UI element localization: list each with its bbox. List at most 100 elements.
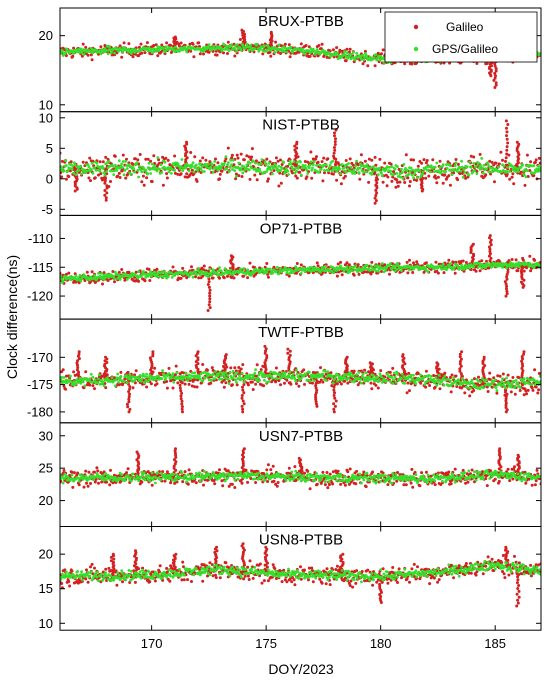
gps-galileo-point xyxy=(361,53,365,57)
gps-galileo-point xyxy=(388,169,392,173)
galileo-point xyxy=(86,53,90,57)
galileo-point xyxy=(209,381,213,385)
gps-galileo-point xyxy=(79,279,83,283)
gps-galileo-point xyxy=(222,162,226,166)
galileo-point xyxy=(303,382,306,386)
galileo-point xyxy=(153,162,157,165)
gps-galileo-point xyxy=(345,51,349,54)
galileo-point xyxy=(356,263,360,267)
galileo-point xyxy=(435,361,439,365)
galileo-point xyxy=(60,175,64,179)
galileo-point xyxy=(193,385,197,389)
galileo-point xyxy=(376,386,380,390)
galileo-point xyxy=(373,201,377,205)
galileo-point xyxy=(464,261,468,264)
galileo-point xyxy=(521,383,525,387)
gps-galileo-point xyxy=(277,272,281,276)
galileo-point xyxy=(173,171,177,175)
galileo-point xyxy=(324,372,328,376)
gps-galileo-point xyxy=(354,164,358,168)
gps-galileo-point xyxy=(102,384,106,388)
gps-galileo-point xyxy=(191,275,195,279)
gps-galileo-point xyxy=(453,164,457,168)
gps-galileo-point xyxy=(294,166,298,170)
gps-galileo-point xyxy=(154,166,158,170)
galileo-point xyxy=(499,150,503,154)
gps-galileo-point xyxy=(369,166,373,170)
galileo-point xyxy=(343,174,347,178)
gps-galileo-point xyxy=(379,54,383,58)
gps-galileo-point xyxy=(263,170,266,174)
galileo-point xyxy=(133,157,137,161)
galileo-point xyxy=(447,174,451,178)
galileo-point xyxy=(226,52,229,55)
gps-galileo-point xyxy=(120,162,124,166)
gps-galileo-point xyxy=(74,382,78,386)
galileo-point xyxy=(442,271,446,275)
gps-galileo-point xyxy=(481,171,485,175)
gps-galileo-point xyxy=(317,170,321,174)
galileo-point xyxy=(333,146,336,149)
galileo-point xyxy=(234,177,238,181)
gps-galileo-point xyxy=(465,165,469,169)
gps-galileo-point xyxy=(167,170,171,174)
gps-galileo-point xyxy=(458,166,462,170)
galileo-point xyxy=(347,263,351,267)
galileo-point xyxy=(334,399,338,403)
gps-galileo-point xyxy=(105,49,108,52)
galileo-point xyxy=(320,160,324,164)
gps-galileo-point xyxy=(212,44,216,48)
gps-galileo-point xyxy=(523,168,527,172)
gps-galileo-point xyxy=(356,270,360,274)
gps-galileo-point xyxy=(230,43,234,46)
gps-galileo-point xyxy=(140,377,144,381)
gps-galileo-point xyxy=(211,170,215,174)
galileo-point xyxy=(368,361,372,365)
galileo-point xyxy=(488,240,492,244)
gps-galileo-point xyxy=(196,169,200,172)
gps-galileo-point xyxy=(289,162,293,166)
gps-galileo-point xyxy=(349,165,353,169)
gps-galileo-point xyxy=(384,269,387,272)
gps-galileo-point xyxy=(401,177,405,180)
gps-galileo-point xyxy=(487,170,491,174)
gps-galileo-point xyxy=(89,372,93,376)
galileo-point xyxy=(298,170,302,174)
galileo-point xyxy=(367,157,371,161)
galileo-point xyxy=(241,363,245,367)
gps-galileo-point xyxy=(62,376,66,379)
gps-galileo-point xyxy=(172,380,176,384)
galileo-point xyxy=(152,154,156,158)
galileo-point xyxy=(356,383,360,387)
gps-galileo-point xyxy=(199,167,203,171)
galileo-point xyxy=(118,176,122,179)
galileo-point xyxy=(120,169,124,173)
y-tick-label: 20 xyxy=(39,28,53,43)
galileo-point xyxy=(147,267,151,271)
galileo-point xyxy=(489,238,493,242)
y-tick-label: -5 xyxy=(41,202,53,217)
galileo-point xyxy=(180,405,184,409)
galileo-point xyxy=(412,261,415,265)
gps-galileo-point xyxy=(217,269,221,273)
gps-galileo-point xyxy=(115,169,119,172)
galileo-point xyxy=(206,283,210,286)
galileo-point xyxy=(394,185,398,189)
galileo-point xyxy=(351,163,355,167)
gps-galileo-point xyxy=(86,163,90,167)
galileo-point xyxy=(505,287,508,291)
gps-galileo-point xyxy=(247,168,251,172)
gps-galileo-point xyxy=(138,165,141,168)
galileo-point xyxy=(504,406,508,409)
galileo-point xyxy=(505,284,509,288)
galileo-point xyxy=(505,292,509,296)
galileo-point xyxy=(229,254,233,258)
galileo-point xyxy=(374,163,378,167)
galileo-point xyxy=(359,369,363,373)
gps-galileo-point xyxy=(118,166,122,170)
galileo-point xyxy=(519,170,523,174)
galileo-point xyxy=(277,184,281,188)
gps-galileo-point xyxy=(61,50,64,53)
